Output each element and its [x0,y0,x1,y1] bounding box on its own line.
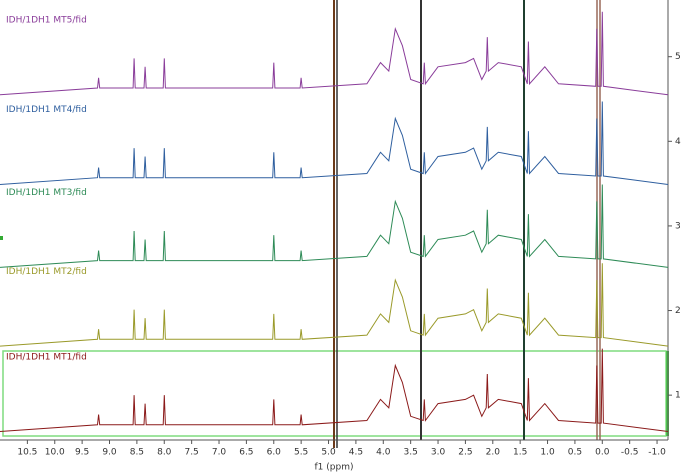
spectrum-label: IDH/1DH1 MT2/fid [6,267,87,277]
x-tick-label: 4.5 [349,448,363,458]
spectrum-label: IDH/1DH1 MT1/fid [6,352,87,362]
y-tick-label: 4 [675,137,681,147]
x-tick-label: -0.5 [621,448,639,458]
x-tick-label: 2.5 [458,448,472,458]
x-tick-label: 9.0 [102,448,117,458]
x-tick-label: 7.0 [212,448,227,458]
x-tick-label: 0.5 [568,448,582,458]
x-tick-label: 4.0 [376,448,391,458]
x-tick-label: 1.0 [540,448,555,458]
x-axis-label: f1 (ppm) [315,463,354,473]
spectrum-label: IDH/1DH1 MT4/fid [6,105,87,115]
y-tick-label: 1 [675,391,681,401]
x-tick-label: 9.5 [75,448,89,458]
x-tick-label: 8.5 [130,448,144,458]
y-tick-label: 5 [675,52,681,62]
y-tick-label: 3 [675,221,681,231]
x-tick-label: 5.5 [294,448,308,458]
spectrum-line [0,101,669,185]
x-tick-label: 1.5 [513,448,527,458]
marker [0,236,3,240]
x-tick-label: 2.0 [486,448,501,458]
spectrum-label: IDH/1DH1 MT5/fid [6,16,87,26]
x-tick-label: 6.5 [239,448,253,458]
spectrum-line [0,11,669,96]
spectrum-line [0,348,669,432]
x-tick-label: 10.0 [45,448,65,458]
x-tick-label: 7.5 [184,448,198,458]
spectrum-line [0,263,669,347]
y-tick-label: 2 [675,306,681,316]
x-tick-label: 6.0 [267,448,282,458]
x-tick-label: 8.0 [157,448,172,458]
x-tick-label: -1.0 [648,448,666,458]
x-tick-label: 5.0 [321,448,336,458]
x-tick-label: 10.5 [17,448,37,458]
x-tick-label: 3.5 [403,448,417,458]
spectrum-line [0,184,669,268]
spectrum-label: IDH/1DH1 MT3/fid [6,188,87,198]
x-tick-label: 0.0 [595,448,610,458]
x-tick-label: 3.0 [431,448,446,458]
